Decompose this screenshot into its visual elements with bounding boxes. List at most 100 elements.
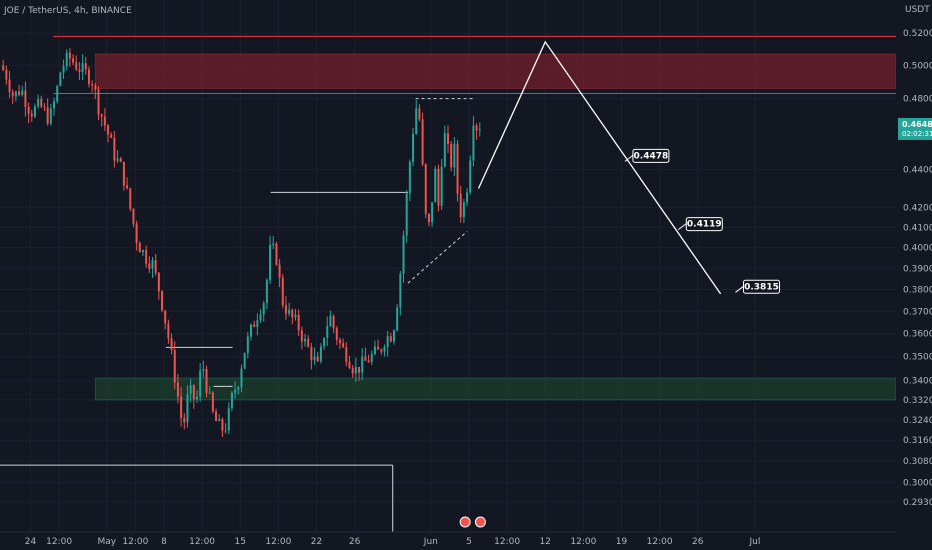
candle-body	[215, 411, 218, 421]
y-tick-label: 0.3160	[903, 436, 932, 446]
candle-body	[272, 243, 275, 245]
candle-body	[275, 243, 278, 265]
candle-body	[224, 430, 227, 432]
y-tick-label: 0.5200	[903, 29, 932, 39]
candle-body	[62, 66, 65, 73]
x-tick-label: 26	[692, 537, 704, 547]
candle-body	[405, 193, 408, 236]
projection-label-pointer	[677, 223, 687, 231]
symbol-header: JOE / TetherUS, 4h, BINANCE	[3, 6, 132, 16]
candle-body	[65, 52, 68, 67]
candle-body	[367, 360, 370, 363]
candle-body	[208, 392, 211, 394]
candle-body	[154, 260, 157, 273]
candle-body	[135, 223, 138, 243]
candle-body	[180, 396, 183, 418]
candle-body	[100, 114, 103, 117]
candle-body	[304, 338, 307, 342]
candle-body	[33, 106, 36, 117]
candle-body	[392, 330, 395, 342]
candle-body	[46, 107, 49, 124]
candle-body	[300, 330, 303, 342]
event-marker-icon[interactable]	[459, 516, 471, 528]
candle-body	[189, 385, 192, 395]
candle-body	[84, 63, 87, 70]
y-tick-label: 0.3800	[903, 286, 932, 296]
candle-body	[81, 63, 84, 72]
event-markers	[459, 516, 486, 528]
candle-body	[56, 85, 59, 102]
y-tick-label: 0.2930	[903, 498, 932, 508]
y-tick-label: 0.4200	[903, 204, 932, 214]
candle-body	[221, 419, 224, 431]
candle-body	[459, 193, 462, 218]
candle-body	[310, 346, 313, 361]
y-tick-label: 0.3000	[903, 479, 932, 489]
chart-grid	[0, 0, 896, 532]
x-tick-label: Jul	[748, 537, 760, 547]
projection: 0.4478 0.4119 0.3815	[477, 40, 780, 295]
candle-body	[329, 315, 332, 327]
candle-body	[173, 350, 176, 383]
x-tick-label: 12:00	[647, 537, 673, 547]
price-axis[interactable]: 0.5200 0.5000 0.4800 0.4400 0.4200 0.4100 0.40…	[896, 0, 932, 532]
candle-body	[313, 356, 316, 361]
candle-body	[30, 113, 33, 117]
candle-body	[49, 108, 52, 124]
candle-body	[40, 98, 43, 107]
y-tick-label: 0.3600	[903, 330, 932, 340]
y-tick-label: 0.3700	[903, 307, 932, 317]
candle-body	[424, 164, 427, 214]
candle-body	[8, 79, 11, 93]
candle-body	[138, 242, 141, 253]
candle-body	[475, 125, 478, 131]
candle-body	[21, 90, 24, 95]
candle-body	[176, 382, 179, 397]
x-tick-label: Jun	[423, 537, 438, 547]
candle-body	[364, 356, 367, 361]
candle-body	[94, 85, 97, 90]
candle-body	[237, 387, 240, 390]
candle-body	[122, 161, 125, 186]
candle-body	[421, 119, 424, 165]
projection-path	[477, 40, 722, 295]
candle-body	[408, 161, 411, 194]
event-marker-icon[interactable]	[474, 516, 486, 528]
candle-body	[230, 392, 233, 409]
candle-body	[129, 188, 132, 209]
candle-body	[75, 62, 78, 70]
candle-body	[24, 90, 27, 107]
candle-body	[462, 202, 465, 218]
candle-body	[412, 133, 415, 162]
candle-body	[14, 91, 17, 97]
x-tick-label: 12:00	[189, 537, 215, 547]
candle-body	[431, 202, 434, 223]
candle-body	[396, 307, 399, 331]
time-axis[interactable]: 24 12:00 May 12:00 8 12:00 15 12:00 22 26 Jun 5 12:0…	[0, 531, 932, 550]
candle-body	[253, 324, 256, 327]
projection-label-pointer	[624, 154, 634, 162]
candle-body	[323, 337, 326, 347]
candle-body	[110, 134, 113, 138]
candle-body	[297, 314, 300, 331]
candle-body	[380, 349, 383, 352]
candle-body	[116, 158, 119, 161]
candle-body	[354, 366, 357, 374]
candle-body	[72, 58, 75, 63]
x-tick-label: 26	[349, 537, 361, 547]
candle-body	[284, 305, 287, 314]
x-tick-label: 19	[616, 537, 628, 547]
candle-body	[192, 385, 195, 400]
candle-body	[107, 125, 110, 135]
candle-body	[281, 277, 284, 306]
candle-body	[269, 244, 272, 281]
y-tick-label: 0.4000	[903, 244, 932, 254]
x-tick-label: 15	[234, 537, 245, 547]
candle-body	[415, 108, 418, 134]
candle-body	[87, 69, 90, 85]
candle-body	[183, 417, 186, 423]
candle-body	[132, 208, 135, 224]
candle-body	[167, 323, 170, 339]
candle-body	[126, 185, 129, 189]
